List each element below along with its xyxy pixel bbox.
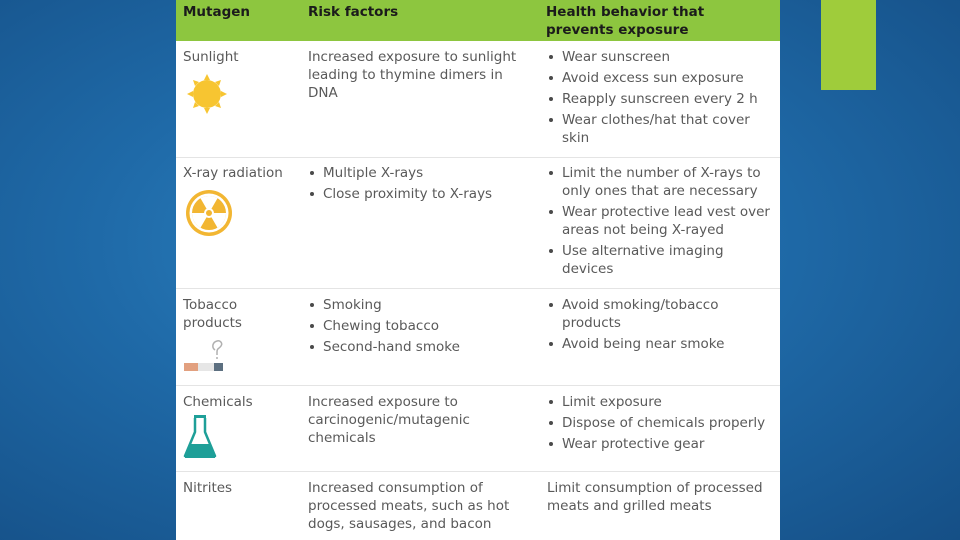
behavior-item: Limit exposure <box>547 393 775 411</box>
header-mutagen: Mutagen <box>183 4 251 20</box>
risk-item: Second-hand smoke <box>308 338 530 356</box>
behavior-item: Dispose of chemicals properly <box>547 414 775 432</box>
behavior-item: Wear protective gear <box>547 435 775 453</box>
header-health-behavior: Health behavior that prevents exposure <box>546 4 705 38</box>
radiation-icon <box>186 190 232 236</box>
header-risk-factors: Risk factors <box>308 4 399 20</box>
risk-item: Close proximity to X-rays <box>308 185 530 203</box>
row-chemicals-behaviors: Limit exposure Dispose of chemicals prop… <box>547 393 775 456</box>
behavior-item: Wear clothes/hat that cover skin <box>547 111 775 147</box>
row-xray-risks: Multiple X-rays Close proximity to X-ray… <box>308 164 530 206</box>
sun-icon <box>187 74 227 114</box>
row-nitrites-risk: Increased consumption of processed meats… <box>308 480 510 532</box>
row-tobacco-risks: Smoking Chewing tobacco Second-hand smok… <box>308 296 530 359</box>
behavior-item: Use alternative imaging devices <box>547 242 775 278</box>
row-nitrites-mutagen: Nitrites <box>183 480 233 496</box>
behavior-item: Avoid smoking/tobacco products <box>547 296 775 332</box>
mutagen-table: Mutagen Risk factors Health behavior tha… <box>176 0 780 540</box>
behavior-item: Limit the number of X-rays to only ones … <box>547 164 775 200</box>
behavior-item: Avoid excess sun exposure <box>547 69 775 87</box>
cigarette-icon <box>184 340 223 371</box>
behavior-item: Reapply sunscreen every 2 h <box>547 90 775 108</box>
table-header: Mutagen Risk factors Health behavior tha… <box>176 0 780 41</box>
risk-item: Smoking <box>308 296 530 314</box>
behavior-item: Wear sunscreen <box>547 48 775 66</box>
row-sunlight-behaviors: Wear sunscreen Avoid excess sun exposure… <box>547 48 775 150</box>
row-tobacco-behaviors: Avoid smoking/tobacco products Avoid bei… <box>547 296 775 356</box>
row-nitrites-behavior: Limit consumption of processed meats and… <box>547 480 763 514</box>
behavior-item: Wear protective lead vest over areas not… <box>547 203 775 239</box>
risk-item: Multiple X-rays <box>308 164 530 182</box>
row-tobacco-mutagen: Tobacco products <box>183 297 242 331</box>
risk-item: Chewing tobacco <box>308 317 530 335</box>
row-chemicals-risk: Increased exposure to carcinogenic/mutag… <box>308 394 470 446</box>
row-divider <box>176 288 780 289</box>
behavior-item: Avoid being near smoke <box>547 335 775 353</box>
row-sunlight-mutagen: Sunlight <box>183 49 239 65</box>
row-sunlight-risk: Increased exposure to sunlight leading t… <box>308 49 517 101</box>
row-divider <box>176 385 780 386</box>
flask-icon <box>183 415 217 458</box>
row-chemicals-mutagen: Chemicals <box>183 394 253 410</box>
accent-bar <box>821 0 876 90</box>
row-xray-mutagen: X-ray radiation <box>183 165 283 181</box>
row-xray-behaviors: Limit the number of X-rays to only ones … <box>547 164 775 281</box>
row-divider <box>176 157 780 158</box>
row-divider <box>176 471 780 472</box>
